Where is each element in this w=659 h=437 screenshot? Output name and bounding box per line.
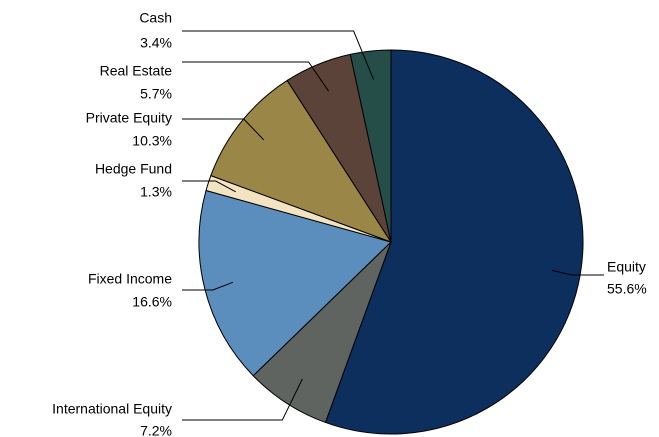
slice-label: Fixed Income <box>88 271 172 287</box>
slice-label: Real Estate <box>100 63 173 79</box>
leader-line <box>551 269 604 276</box>
slice-value-label: 55.6% <box>607 281 647 297</box>
slice-value-label: 10.3% <box>132 133 172 149</box>
pie-slice <box>210 79 393 243</box>
leader-line <box>182 118 265 141</box>
pie-slice <box>349 49 392 243</box>
slice-value-label: 1.3% <box>140 184 172 200</box>
slice-label: International Equity <box>52 401 172 417</box>
slice-label: Private Equity <box>86 110 172 126</box>
leader-line <box>182 281 234 291</box>
leader-line <box>182 30 375 80</box>
slice-label: Cash <box>139 10 172 26</box>
slice-label: Hedge Fund <box>95 161 172 177</box>
leader-line <box>182 180 236 193</box>
pie-slice <box>198 189 392 377</box>
slice-value-label: 3.4% <box>140 35 172 51</box>
slice-label: Equity <box>607 259 646 275</box>
slice-value-label: 5.7% <box>140 86 172 102</box>
leader-line <box>182 378 303 421</box>
leader-line <box>182 61 330 92</box>
slice-value-label: 16.6% <box>132 294 172 310</box>
slice-value-label: 7.2% <box>140 423 172 437</box>
